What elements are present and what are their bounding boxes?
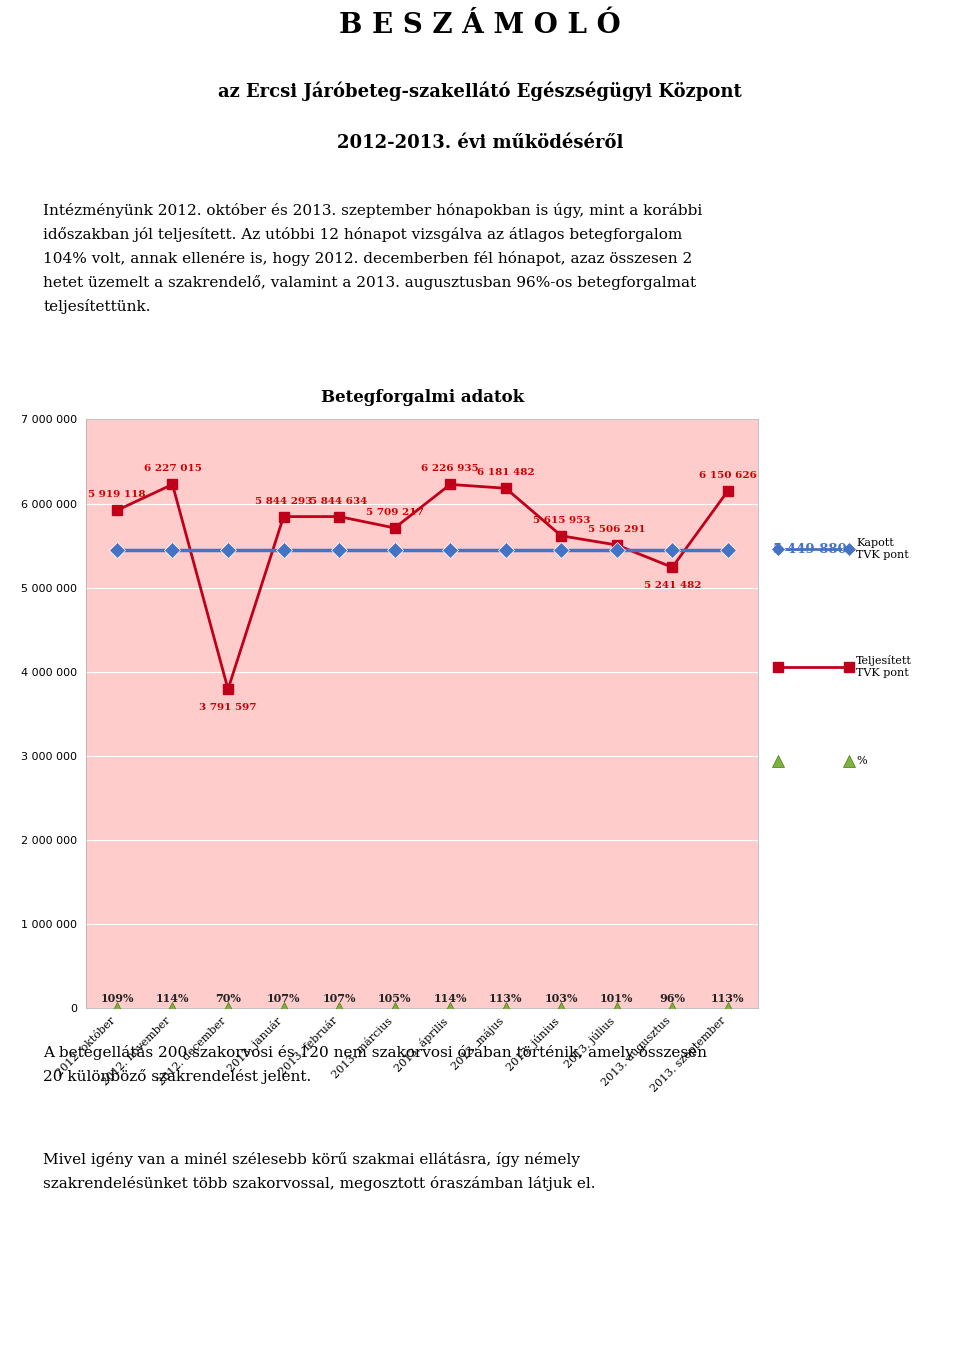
Text: 96%: 96% [660, 993, 685, 1004]
Text: 6 227 015: 6 227 015 [144, 464, 202, 474]
Text: Teljesített
TVK pont: Teljesített TVK pont [856, 655, 912, 678]
Text: 5 615 953: 5 615 953 [533, 515, 590, 525]
Text: 101%: 101% [600, 993, 634, 1004]
Text: 5 844 293: 5 844 293 [255, 497, 312, 506]
Text: 2012-2013. évi működéséről: 2012-2013. évi működéséről [337, 134, 623, 152]
Text: 6 150 626: 6 150 626 [699, 471, 756, 480]
Text: 105%: 105% [378, 993, 412, 1004]
Text: Mivel igény van a minél szélesebb körű szakmai ellátásra, így némely
szakrendelé: Mivel igény van a minél szélesebb körű s… [43, 1151, 596, 1191]
Text: 5 709 217: 5 709 217 [366, 507, 423, 517]
Text: 107%: 107% [323, 993, 356, 1004]
Text: 5 241 482: 5 241 482 [643, 580, 701, 590]
Text: 5 919 118: 5 919 118 [88, 490, 146, 499]
Text: Intézményünk 2012. október és 2013. szeptember hónapokban is úgy, mint a korábbi: Intézményünk 2012. október és 2013. szep… [43, 203, 703, 314]
Text: 113%: 113% [489, 993, 522, 1004]
Text: 113%: 113% [711, 993, 745, 1004]
Text: Kapott
TVK pont: Kapott TVK pont [856, 538, 909, 560]
Text: 109%: 109% [100, 993, 133, 1004]
Text: 107%: 107% [267, 993, 300, 1004]
Text: 114%: 114% [433, 993, 467, 1004]
Text: 5 506 291: 5 506 291 [588, 525, 645, 534]
Text: 6 226 935: 6 226 935 [421, 464, 479, 474]
Text: B E S Z Á M O L Ó: B E S Z Á M O L Ó [339, 12, 621, 39]
Text: 3 791 597: 3 791 597 [200, 702, 256, 712]
Text: A betegellátás 200 szakorvosi és 120 nem szakorvosi órában történik, amely össze: A betegellátás 200 szakorvosi és 120 nem… [43, 1045, 708, 1084]
Text: 5 449 880: 5 449 880 [773, 544, 847, 556]
Text: 103%: 103% [544, 993, 578, 1004]
Text: 6 181 482: 6 181 482 [477, 468, 535, 478]
Text: 114%: 114% [156, 993, 189, 1004]
Text: 70%: 70% [215, 993, 241, 1004]
Text: az Ercsi Járóbeteg-szakellátó Egészségügyi Központ: az Ercsi Járóbeteg-szakellátó Egészségüg… [218, 81, 742, 100]
Text: 5 844 634: 5 844 634 [310, 497, 368, 506]
Text: Betegforgalmi adatok: Betegforgalmi adatok [321, 388, 524, 406]
Text: %: % [856, 756, 867, 766]
